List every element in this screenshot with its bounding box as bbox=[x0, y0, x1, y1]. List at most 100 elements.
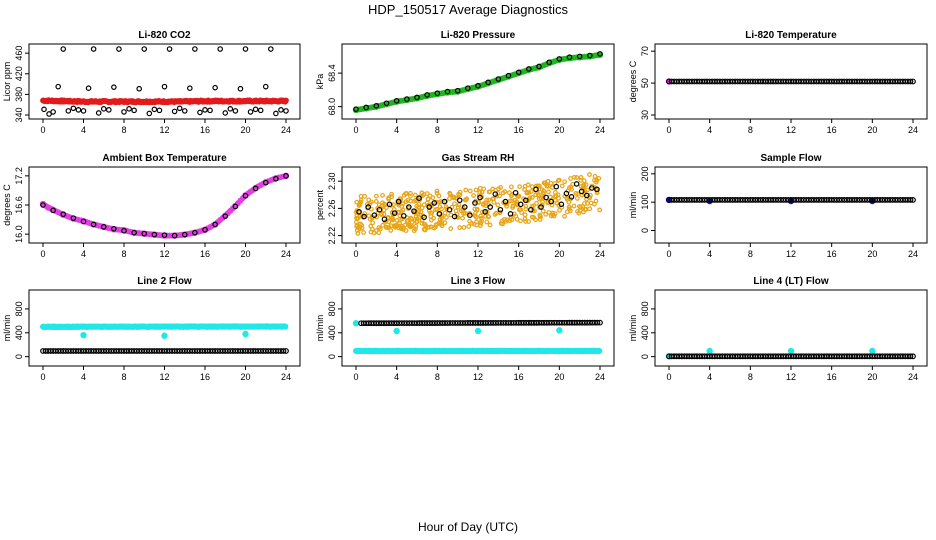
data-point bbox=[529, 214, 535, 220]
data-point bbox=[434, 188, 440, 194]
data-point bbox=[495, 76, 502, 82]
data-point bbox=[497, 206, 504, 213]
data-point bbox=[367, 216, 373, 222]
x-tick-label: 24 bbox=[281, 125, 291, 135]
data-point bbox=[502, 198, 509, 205]
data-point bbox=[456, 202, 462, 208]
data-point bbox=[566, 54, 573, 61]
data-point bbox=[490, 196, 496, 202]
data-point bbox=[391, 210, 398, 216]
data-point bbox=[380, 222, 386, 228]
data-point bbox=[536, 63, 542, 70]
data-point bbox=[273, 110, 279, 117]
data-point bbox=[479, 215, 484, 221]
y-tick-label: 400 bbox=[640, 325, 650, 340]
data-point bbox=[247, 109, 254, 115]
data-point bbox=[397, 221, 402, 226]
data-point bbox=[181, 231, 188, 238]
data-point bbox=[526, 197, 532, 202]
data-point bbox=[414, 219, 420, 224]
data-point bbox=[538, 204, 544, 210]
panel-title: Li-820 Temperature bbox=[745, 30, 837, 41]
data-point bbox=[477, 190, 483, 195]
data-point bbox=[434, 90, 441, 97]
data-point bbox=[558, 201, 565, 208]
data-point bbox=[376, 206, 383, 213]
panel-2: Li-820 Pressure kPa 0 4 8 12 16 20 24 68.0 68.4 bbox=[315, 30, 615, 135]
y-tick-label: 30 bbox=[640, 110, 650, 120]
plot-points bbox=[665, 347, 916, 360]
data-point bbox=[515, 202, 521, 207]
data-point bbox=[407, 223, 413, 229]
data-point bbox=[515, 69, 522, 76]
x-tick-label: 12 bbox=[473, 249, 483, 259]
data-point bbox=[540, 208, 546, 214]
x-tick-label: 20 bbox=[867, 372, 877, 382]
x-tick-label: 16 bbox=[827, 125, 837, 135]
data-point bbox=[414, 203, 420, 209]
data-point bbox=[353, 209, 359, 215]
data-point bbox=[161, 83, 168, 90]
x-tick-label: 8 bbox=[121, 372, 126, 382]
data-point bbox=[517, 201, 524, 208]
y-tick-label: 800 bbox=[14, 301, 24, 316]
data-point bbox=[574, 195, 580, 201]
data-point bbox=[482, 209, 488, 215]
data-point bbox=[50, 109, 56, 115]
data-point bbox=[467, 188, 473, 194]
data-point bbox=[393, 97, 400, 104]
x-tick-label: 0 bbox=[40, 249, 45, 259]
outlier-point bbox=[352, 320, 360, 327]
series-2 bbox=[666, 353, 916, 360]
data-point bbox=[141, 46, 148, 52]
data-point bbox=[131, 107, 137, 114]
y-axis-label: percent bbox=[315, 189, 325, 220]
series-2 bbox=[40, 348, 289, 354]
data-point bbox=[479, 218, 485, 224]
x-tick-label: 16 bbox=[514, 372, 524, 382]
x-tick-label: 12 bbox=[159, 249, 169, 259]
data-point bbox=[151, 106, 158, 113]
data-point bbox=[383, 100, 390, 107]
data-point bbox=[444, 88, 451, 95]
data-point bbox=[499, 218, 505, 224]
x-tick-label: 0 bbox=[353, 125, 358, 135]
data-point bbox=[390, 216, 395, 222]
data-point bbox=[395, 198, 402, 205]
data-point bbox=[121, 109, 127, 115]
data-point bbox=[424, 92, 430, 98]
data-point bbox=[374, 193, 379, 199]
data-point bbox=[381, 207, 387, 213]
data-point bbox=[232, 203, 239, 210]
panel-9: Line 4 (LT) Flow ml/min 0 4 8 12 16 20 24 0 400 800 bbox=[628, 276, 928, 382]
data-point bbox=[373, 228, 379, 234]
data-point bbox=[543, 211, 549, 217]
data-point bbox=[512, 189, 519, 196]
panel-title: Gas Stream RH bbox=[442, 153, 515, 164]
data-point bbox=[388, 203, 394, 208]
outlier-point bbox=[161, 332, 168, 339]
x-tick-label: 20 bbox=[867, 125, 877, 135]
data-point bbox=[257, 107, 264, 114]
data-point bbox=[434, 191, 440, 196]
data-point bbox=[577, 208, 583, 213]
data-point bbox=[252, 106, 259, 113]
x-tick-label: 24 bbox=[908, 249, 918, 259]
data-point bbox=[509, 217, 515, 223]
data-point bbox=[428, 213, 434, 219]
x-tick-label: 8 bbox=[748, 125, 753, 135]
data-point bbox=[569, 186, 575, 192]
data-point bbox=[522, 197, 529, 204]
data-point bbox=[438, 206, 444, 212]
data-point bbox=[380, 200, 385, 206]
x-tick-label: 16 bbox=[514, 125, 524, 135]
data-point bbox=[273, 175, 279, 182]
data-point bbox=[478, 223, 483, 228]
x-tick-label: 20 bbox=[240, 125, 250, 135]
data-point bbox=[176, 105, 183, 112]
series-2 bbox=[40, 173, 289, 239]
series-2 bbox=[353, 51, 603, 112]
data-point bbox=[522, 212, 528, 218]
data-point bbox=[131, 229, 137, 236]
data-point bbox=[582, 207, 588, 212]
